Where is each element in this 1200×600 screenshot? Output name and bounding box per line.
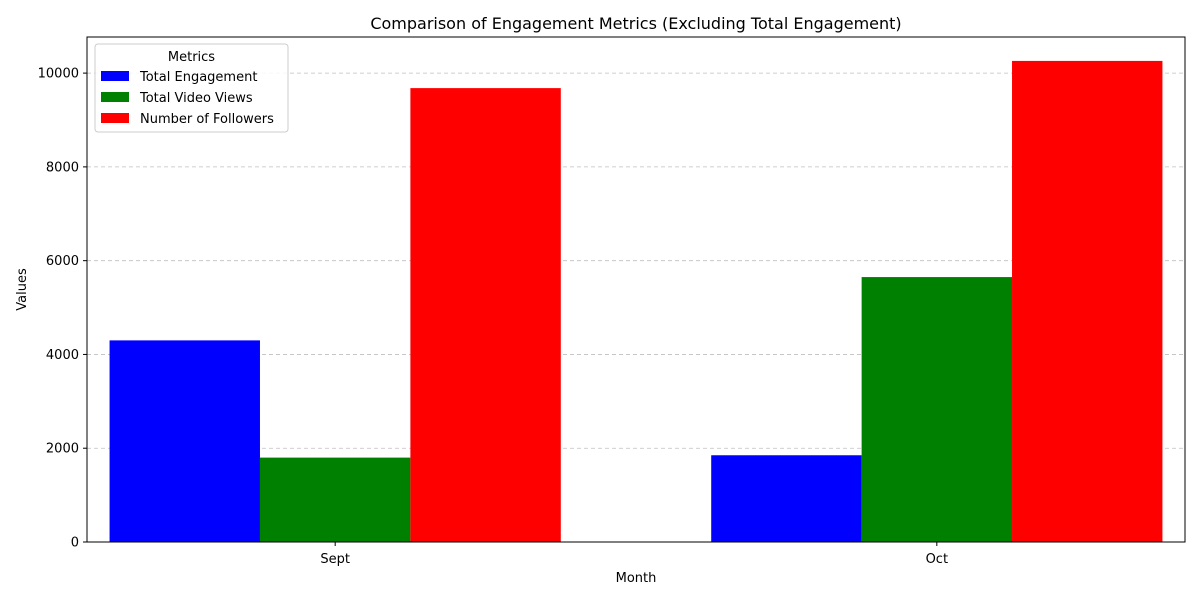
bar-total-engagement-sept <box>109 340 260 542</box>
bars <box>109 60 1163 543</box>
legend-swatch-1 <box>101 92 129 102</box>
bar-total-video-views-sept <box>259 457 411 542</box>
bar-number-of-followers-sept <box>410 88 561 543</box>
legend-title: Metrics <box>168 50 215 65</box>
legend-label-2: Number of Followers <box>140 112 274 127</box>
y-tick-label-3: 6000 <box>46 254 79 269</box>
y-tick-label-1: 2000 <box>46 442 79 457</box>
bar-total-engagement-oct <box>711 455 862 542</box>
legend-swatch-2 <box>101 113 129 123</box>
plot-frame <box>86 36 1186 543</box>
y-tick-label-5: 10000 <box>38 67 79 82</box>
legend-swatch-0 <box>101 71 129 81</box>
y-tick-label-4: 8000 <box>46 160 79 175</box>
bar-total-video-views-oct <box>861 277 1013 542</box>
legend-label-0: Total Engagement <box>139 70 257 85</box>
chart-title: Comparison of Engagement Metrics (Exclud… <box>370 14 901 33</box>
legend-label-1: Total Video Views <box>139 91 253 106</box>
y-tick-label-2: 4000 <box>46 348 79 363</box>
x-tick-label-oct: Oct <box>926 552 948 567</box>
legend: Metrics Total Engagement Total Video View… <box>94 43 289 133</box>
x-tick-label-sept: Sept <box>320 552 350 567</box>
y-axis-ticks: 0 2000 4000 6000 8000 10000 <box>38 67 87 551</box>
y-tick-label-0: 0 <box>71 536 79 551</box>
legend-items: Total Engagement Total Video Views Number … <box>101 70 274 127</box>
y-axis-label: Values <box>15 268 30 311</box>
legend-box <box>94 43 289 133</box>
x-axis-label: Month <box>616 571 657 586</box>
x-axis-ticks: Sept Oct <box>320 542 948 567</box>
bar-number-of-followers-oct <box>1012 60 1163 543</box>
gridlines <box>87 72 1185 449</box>
